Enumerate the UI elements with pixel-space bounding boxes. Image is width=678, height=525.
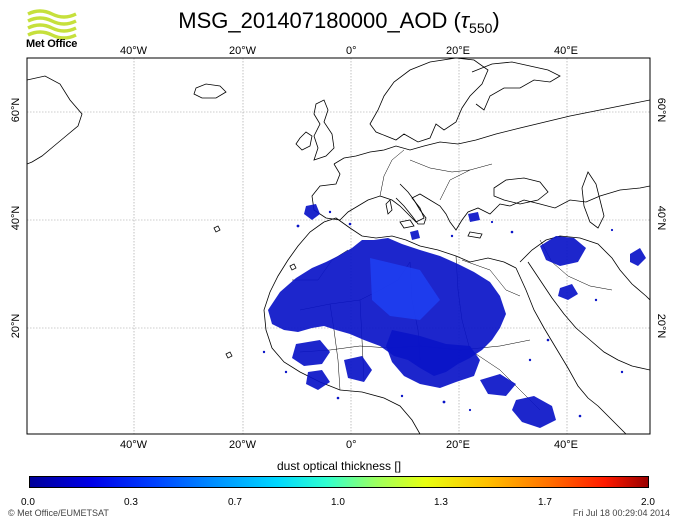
lat-label-left: 40°N	[10, 205, 22, 231]
dust-aod-field	[268, 204, 646, 428]
copyright-text: © Met Office/EUMETSAT	[8, 508, 109, 518]
colorbar-label: 1.3	[434, 497, 448, 508]
coastlines	[27, 58, 650, 434]
title-subscript: 550	[469, 20, 493, 36]
colorbar-label: 0.0	[21, 497, 35, 508]
lat-label-left: 20°N	[10, 313, 22, 339]
lon-label-bottom: 20°E	[446, 439, 470, 451]
lon-label-top: 0°	[346, 45, 357, 57]
lat-label-right: 20°N	[655, 313, 667, 339]
lon-label-bottom: 0°	[346, 439, 357, 451]
lat-label-right: 40°N	[655, 205, 667, 231]
title-tau: τ	[460, 8, 470, 33]
title-main: MSG_201407180000_AOD (	[178, 8, 461, 33]
title-close: )	[492, 8, 500, 33]
colorbar-label: 2.0	[641, 497, 655, 508]
lon-label-bottom: 20°W	[229, 439, 257, 451]
lon-label-top: 20°W	[229, 45, 257, 57]
colorbar-label: 0.7	[228, 497, 242, 508]
colorbar-label: 0.3	[124, 497, 138, 508]
lon-label-top: 40°E	[554, 45, 578, 57]
colorbar-title: dust optical thickness []	[276, 459, 402, 473]
map-title: MSG_201407180000_AOD (τ550)	[0, 8, 678, 36]
lon-label-top: 20°E	[446, 45, 470, 57]
map-frame	[26, 57, 651, 435]
colorbar-label: 1.7	[538, 497, 552, 508]
dust-speckles	[262, 210, 624, 418]
lat-label-left: 60°N	[10, 97, 22, 123]
lat-label-right: 60°N	[655, 97, 667, 123]
lon-label-bottom: 40°E	[554, 439, 578, 451]
colorbar-label: 1.0	[331, 497, 345, 508]
colorbar	[29, 476, 649, 488]
logo-text: Met Office	[26, 38, 78, 50]
timestamp-text: Fri Jul 18 00:29:04 2014	[572, 508, 670, 518]
lon-label-top: 40°W	[120, 45, 148, 57]
met-office-logo-icon	[27, 9, 77, 40]
lon-label-bottom: 40°W	[120, 439, 148, 451]
